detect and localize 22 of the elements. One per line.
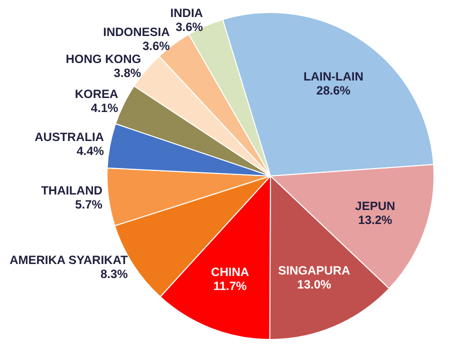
data-label: 3.6% xyxy=(142,38,170,53)
data-label: 13.2% xyxy=(358,212,392,227)
slice-label: HONG KONG xyxy=(66,52,142,66)
slice-label: INDONESIA xyxy=(103,24,170,39)
slice-label: LAIN-LAIN xyxy=(303,70,364,84)
data-label: 28.6% xyxy=(316,84,351,98)
data-label: 4.4% xyxy=(76,144,104,158)
slice-label: SINGAPURA xyxy=(278,264,350,278)
data-label: 8.3% xyxy=(100,266,128,281)
data-label: 5.7% xyxy=(75,197,103,212)
slice-label: KOREA xyxy=(74,86,119,101)
slice-label: CHINA xyxy=(211,264,250,279)
slice-label: JEPUN xyxy=(355,198,396,213)
slice-label: THAILAND xyxy=(41,183,103,198)
data-label: 3.8% xyxy=(114,66,142,80)
slice-label: INDIA xyxy=(170,6,204,20)
data-label: 4.1% xyxy=(90,100,119,115)
data-label: 11.7% xyxy=(213,278,248,293)
slice-label: AMERIKA SYARIKAT xyxy=(10,252,128,267)
slice-label: AUSTRALIA xyxy=(34,130,104,144)
data-label: 3.6% xyxy=(176,20,204,34)
data-label: 13.0% xyxy=(297,278,332,292)
